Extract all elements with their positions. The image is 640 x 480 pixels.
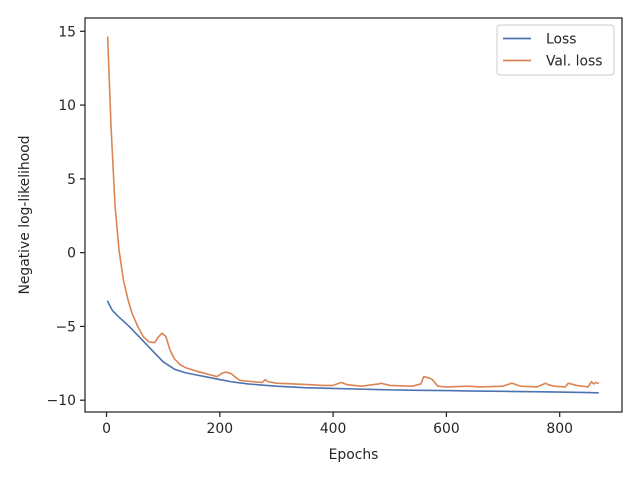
y-axis-title: Negative log-likelihood — [17, 135, 33, 294]
x-tick-label: 0 — [102, 421, 111, 437]
y-tick-label: 15 — [58, 24, 76, 40]
y-tick-label: −5 — [56, 319, 76, 335]
x-axis: 0 200 400 600 800 — [102, 412, 573, 437]
x-axis-title: Epochs — [329, 447, 379, 463]
x-tick-label: 400 — [320, 421, 347, 437]
x-tick-label: 200 — [207, 421, 234, 437]
y-tick-label: −10 — [47, 393, 76, 409]
series-line-loss — [106, 300, 600, 394]
y-tick-label: 10 — [58, 98, 76, 114]
series-layer — [106, 36, 600, 394]
x-tick-label: 800 — [546, 421, 573, 437]
legend-box — [496, 24, 615, 76]
y-tick-label: 0 — [67, 246, 76, 262]
y-tick-label: 5 — [67, 172, 76, 188]
plot-frame — [84, 17, 623, 413]
y-axis: −10 −5 0 5 10 15 — [47, 24, 85, 409]
x-tick-label: 600 — [433, 421, 460, 437]
legend-label-loss: Loss — [546, 32, 576, 48]
legend-label-val-loss: Val. loss — [546, 54, 602, 70]
series-line-val-loss — [106, 36, 600, 388]
legend: Loss Val. loss — [496, 24, 615, 76]
